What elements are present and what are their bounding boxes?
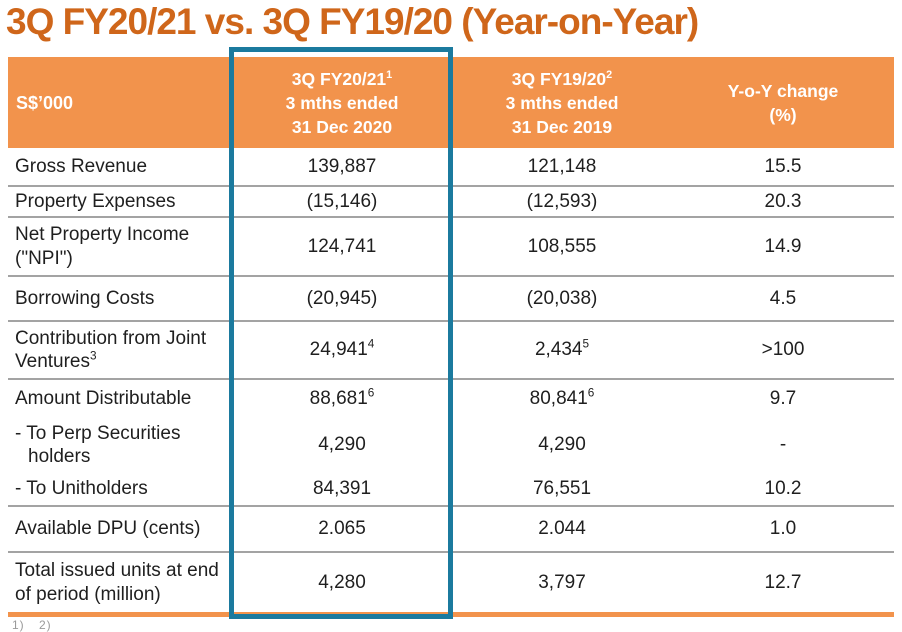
value-yoy: 10.2: [764, 478, 802, 499]
table-row-available-dpu: Available DPU (cents) 2.065 2.044 1.0: [8, 507, 894, 553]
row-label: Borrowing Costs: [15, 287, 155, 309]
table-row-gross-revenue: Gross Revenue 139,887 121,148 15.5: [8, 148, 894, 187]
value-yoy: 20.3: [764, 190, 802, 212]
table-header-row: S$’000 3Q FY20/211 3 mths ended 31 Dec 2…: [8, 57, 894, 148]
value-fy1920: 2,4345: [534, 337, 590, 360]
table-row-total-issued-units: Total issued units at end of period (mil…: [8, 553, 894, 612]
value-fy1920: (12,593): [526, 190, 598, 212]
value-fy2021: 4,290: [318, 434, 366, 455]
row-label: Available DPU (cents): [15, 518, 201, 540]
value-yoy: 4.5: [769, 287, 797, 309]
row-label: - To Perp Securities holders: [15, 422, 181, 467]
row-label: Property Expenses: [15, 190, 176, 212]
value-fy2021: 2.065: [318, 518, 366, 539]
value-fy1920: 80,8416: [529, 386, 595, 409]
value-fy1920: 76,551: [532, 478, 592, 499]
value-fy2021: 88,6816: [309, 386, 375, 409]
value-fy2021: (15,146): [306, 190, 378, 212]
value-fy2021: 139,887: [307, 155, 377, 177]
value-fy1920: 121,148: [527, 155, 597, 177]
value-fy2021: 84,391: [312, 478, 372, 499]
header-cell-units: S$’000: [16, 92, 74, 113]
row-label: - To Unitholders: [15, 478, 148, 500]
value-fy1920: 3,797: [538, 571, 586, 593]
value-yoy: 9.7: [769, 387, 797, 409]
row-label: Net Property Income ("NPI"): [15, 224, 190, 269]
row-label: Total issued units at end of period (mil…: [15, 560, 219, 605]
row-label: Contribution from Joint Ventures3: [15, 327, 207, 372]
table-row-property-expenses: Property Expenses (15,146) (12,593) 20.3: [8, 187, 894, 218]
value-yoy: 15.5: [764, 155, 802, 177]
value-fy1920: 4,290: [538, 434, 586, 455]
value-fy1920: 2.044: [538, 518, 586, 539]
row-label: Amount Distributable: [15, 387, 192, 409]
header-cell-yoy-change: Y-o-Y change (%): [727, 80, 839, 125]
table-row-unitholders: - To Unitholders 84,391 76,551 10.2: [8, 473, 894, 507]
row-label: Gross Revenue: [15, 155, 148, 177]
table-row-perp-securities-holders: - To Perp Securities holders 4,290 4,290…: [8, 417, 894, 473]
value-yoy: -: [779, 434, 787, 455]
table-row-joint-ventures: Contribution from Joint Ventures3 24,941…: [8, 322, 894, 380]
table-row-net-property-income: Net Property Income ("NPI") 124,741 108,…: [8, 218, 894, 277]
financials-table: S$’000 3Q FY20/211 3 mths ended 31 Dec 2…: [8, 57, 894, 612]
value-fy2021: 124,741: [307, 235, 377, 257]
table-row-amount-distributable: Amount Distributable 88,6816 80,8416 9.7: [8, 380, 894, 417]
value-fy2021: (20,945): [306, 287, 378, 309]
value-fy2021: 24,9414: [309, 337, 375, 360]
value-yoy: 12.7: [764, 571, 802, 593]
value-fy2021: 4,280: [318, 571, 366, 593]
table-bottom-accent-bar: [8, 612, 894, 617]
value-fy1920: (20,038): [526, 287, 598, 309]
value-yoy: 1.0: [769, 518, 797, 539]
table-row-borrowing-costs: Borrowing Costs (20,945) (20,038) 4.5: [8, 277, 894, 322]
header-cell-fy1920: 3Q FY19/202 3 mths ended 31 Dec 2019: [505, 68, 619, 137]
header-cell-fy2021: 3Q FY20/211 3 mths ended 31 Dec 2020: [285, 68, 399, 137]
footnote-fragment-clipped: 1) 2): [12, 618, 52, 632]
value-yoy: >100: [761, 339, 805, 360]
page-title: 3Q FY20/21 vs. 3Q FY19/20 (Year-on-Year): [6, 1, 699, 42]
value-yoy: 14.9: [764, 235, 802, 257]
value-fy1920: 108,555: [527, 235, 597, 257]
